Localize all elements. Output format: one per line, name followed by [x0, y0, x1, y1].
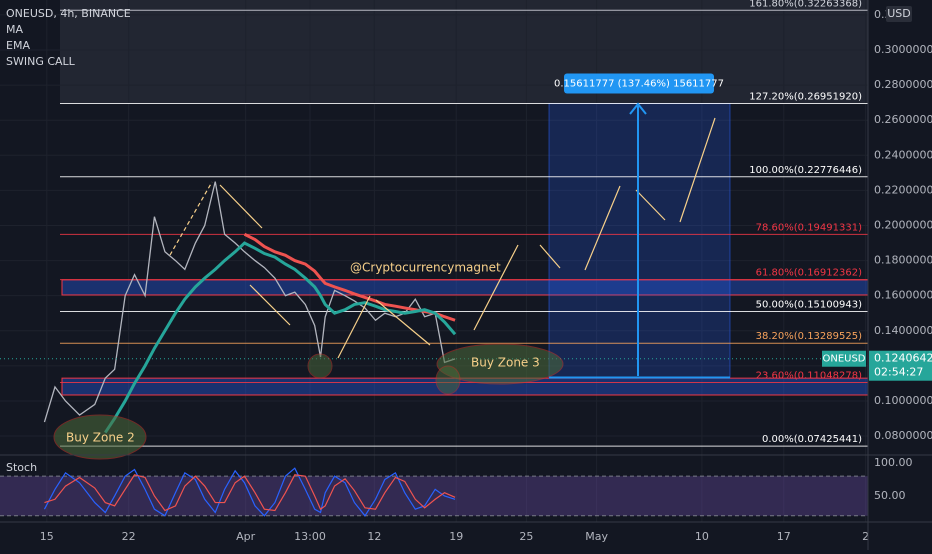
- countdown: 02:54:27: [874, 366, 923, 379]
- fib-label: 38.20%(0.13289525): [756, 331, 862, 342]
- fib-label: 50.00%(0.15100943): [756, 299, 862, 310]
- fib-shade: [60, 0, 868, 103]
- price-badge-text: 0.12406422: [874, 352, 932, 365]
- buy-zone-ellipse: [53, 414, 147, 460]
- symbol-badge-text: ONEUSD: [822, 354, 865, 365]
- watermark: @Cryptocurrencymagnet: [350, 261, 501, 275]
- stoch-line: [44, 474, 456, 512]
- stoch-tick-label: 100.00: [874, 456, 913, 469]
- x-tick-label: 17: [777, 530, 791, 543]
- x-tick-label: 13:00: [294, 530, 326, 543]
- arrows: [169, 117, 716, 359]
- x-tick-label: 10: [695, 530, 709, 543]
- fib-label: 23.60%(0.11048278): [756, 371, 862, 382]
- legend-ema: EMA: [6, 39, 30, 52]
- position-box: [548, 102, 731, 378]
- fib-label: 78.60%(0.19491331): [756, 222, 862, 233]
- fib-label: 161.80%(0.32263368): [749, 0, 862, 9]
- fib-label: 61.80%(0.16912362): [756, 268, 862, 279]
- price-line: [104, 241, 457, 434]
- x-tick-label: 25: [519, 530, 533, 543]
- buy-zone-ellipse: [436, 343, 564, 385]
- price-line: [43, 181, 456, 423]
- x-tick-label: 2: [862, 530, 869, 543]
- buy-zone-label: Buy Zone 3: [471, 356, 540, 370]
- position-label: 0.15611777 (137.46%) 15611777: [554, 78, 724, 89]
- currency: USD: [887, 7, 911, 20]
- fib-label: 100.00%(0.22776446): [749, 165, 862, 176]
- zone: [61, 279, 869, 296]
- symbol-badge: [822, 350, 866, 367]
- x-tick-label: Apr: [236, 530, 256, 543]
- currency-badge[interactable]: [886, 6, 912, 22]
- x-tick-label: May: [585, 530, 608, 543]
- position-arrowhead: [629, 102, 647, 115]
- stoch-band: [0, 476, 868, 516]
- symbol-title: ONEUSD, 4h, BINANCE: [6, 7, 131, 20]
- x-tick-label: 22: [122, 530, 136, 543]
- x-tick-label: 12: [367, 530, 381, 543]
- legend-swing: SWING CALL: [6, 55, 76, 68]
- buy-zone-label: Buy Zone 2: [66, 431, 135, 445]
- x-tick-label: 15: [40, 530, 54, 543]
- marker-ellipse: [435, 365, 461, 395]
- stoch-line: [43, 467, 456, 517]
- marker-ellipse: [307, 353, 333, 379]
- fib-label: 0.00%(0.07425441): [762, 434, 862, 445]
- fib-label: 127.20%(0.26951920): [749, 91, 862, 102]
- stoch-title: Stoch: [6, 461, 37, 474]
- position-label-bg: [564, 73, 714, 94]
- legend-ma: MA: [6, 23, 23, 36]
- x-tick-label: 19: [449, 530, 463, 543]
- stoch-tick-label: 50.00: [874, 489, 906, 502]
- price-badge: [869, 350, 932, 381]
